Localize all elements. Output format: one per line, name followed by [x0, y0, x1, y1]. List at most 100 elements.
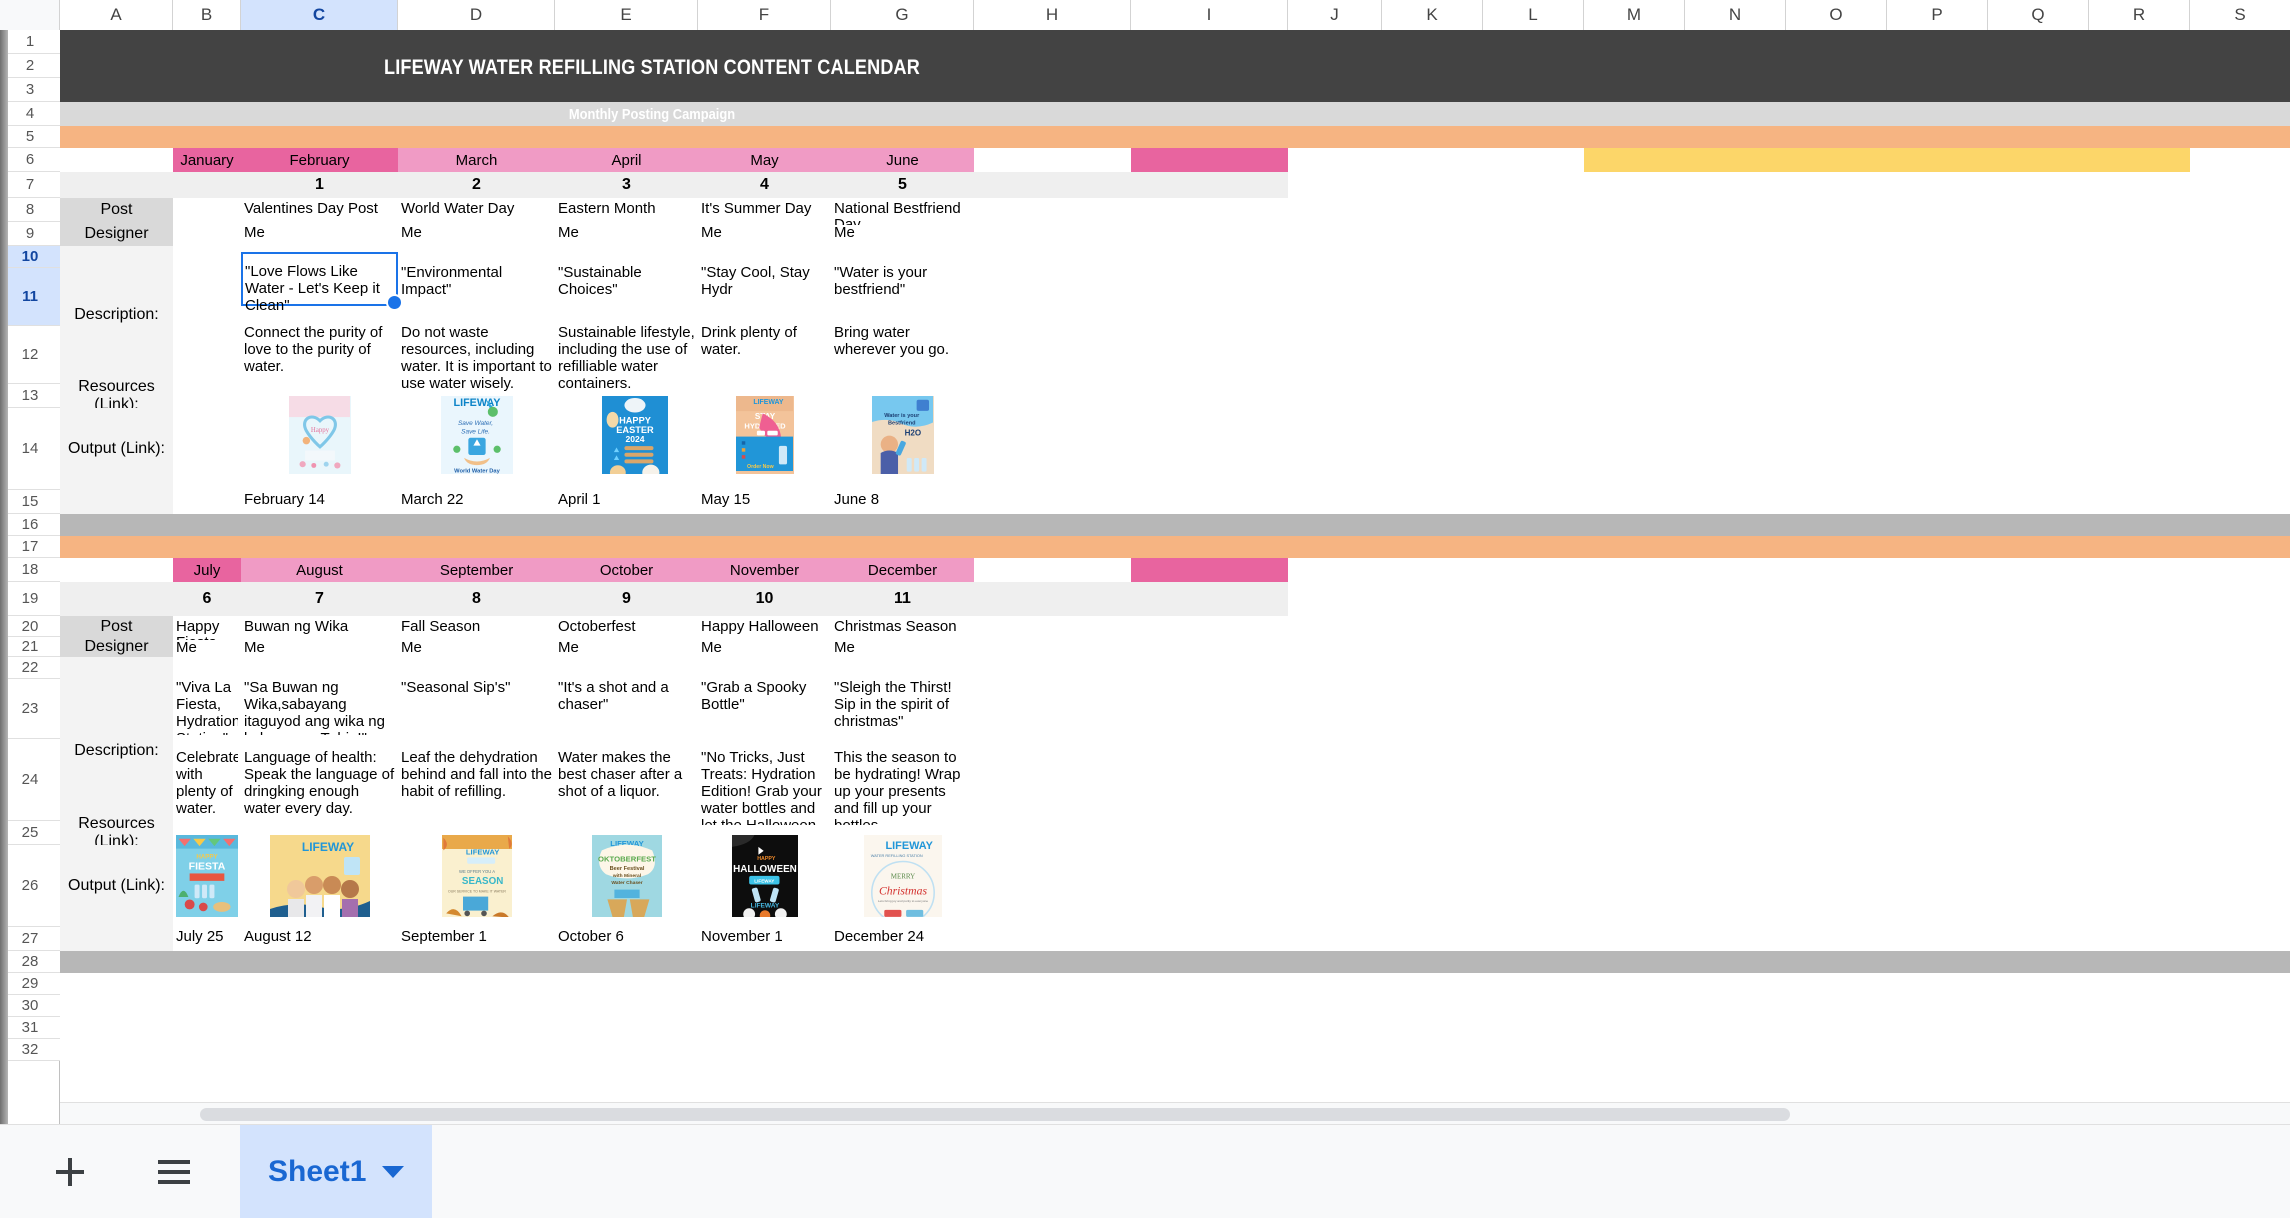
row-header-7[interactable]: 7: [0, 172, 60, 198]
row-header-32[interactable]: 32: [0, 1039, 60, 1061]
month-header-april[interactable]: April: [555, 148, 698, 172]
cell-description-11[interactable]: This the season to be hydrating! Wrap up…: [834, 749, 961, 825]
cell-designer-9[interactable]: Me: [558, 640, 579, 656]
cell-designer-2[interactable]: Me: [401, 225, 422, 241]
column-header-n[interactable]: N: [1685, 0, 1786, 30]
cell-caption-9[interactable]: "It's a shot and a chaser": [558, 679, 673, 713]
row-header-24[interactable]: 24: [0, 739, 60, 821]
cell-post-2[interactable]: World Water Day: [401, 201, 515, 217]
row-header-10[interactable]: 10: [0, 246, 60, 268]
column-header-k[interactable]: K: [1382, 0, 1483, 30]
column-header-p[interactable]: P: [1887, 0, 1988, 30]
sheet-canvas[interactable]: LIFEWAY WATER REFILLING STATION CONTENT …: [60, 30, 2290, 1124]
row-header-2[interactable]: 2: [0, 54, 60, 78]
cell-date-7[interactable]: August 12: [244, 929, 312, 945]
cell-caption-6[interactable]: "Viva La Fiesta, Hydration Station": [176, 679, 238, 735]
cell-caption-3[interactable]: "Sustainable Choices": [558, 264, 646, 298]
month-header-december[interactable]: December: [831, 558, 974, 582]
poster-thumbnail-8[interactable]: LIFEWAY WE OFFER YOU A SEASON OUR SERVICE T…: [441, 835, 512, 917]
cell-date-4[interactable]: May 15: [701, 492, 751, 508]
poster-thumbnail-6[interactable]: HAPPY FIESTA: [176, 835, 238, 917]
column-header-c[interactable]: C: [241, 0, 398, 30]
cell-designer-11[interactable]: Me: [834, 640, 855, 656]
poster-thumbnail-4[interactable]: LIFEWAYSTAYHYDRATEDOrder Now: [735, 396, 794, 474]
column-header-i[interactable]: I: [1131, 0, 1288, 30]
row-header-9[interactable]: 9: [0, 222, 60, 246]
cell-post-10[interactable]: Happy Halloween: [701, 619, 819, 635]
cell-post-6[interactable]: Happy Fiesta: [176, 619, 220, 640]
column-header-d[interactable]: D: [398, 0, 555, 30]
poster-thumbnail-9[interactable]: LIFEWAY OKTOBERFEST Beer Festival with Mine…: [591, 835, 662, 917]
all-sheets-button[interactable]: [140, 1138, 208, 1206]
cell-caption-7[interactable]: "Sa Buwan ng Wika,sabayang itaguyod ang …: [244, 679, 385, 735]
column-header-q[interactable]: Q: [1988, 0, 2089, 30]
row-header-8[interactable]: 8: [0, 198, 60, 222]
column-header-h[interactable]: H: [974, 0, 1131, 30]
row-header-12[interactable]: 12: [0, 326, 60, 384]
cell-description-10[interactable]: "No Tricks, Just Treats: Hydration Editi…: [701, 749, 822, 825]
cell-date-2[interactable]: March 22: [401, 492, 464, 508]
cell-date-8[interactable]: September 1: [401, 929, 487, 945]
row-header-5[interactable]: 5: [0, 126, 60, 148]
cell-post-4[interactable]: It's Summer Day: [701, 201, 812, 217]
month-header-october[interactable]: October: [555, 558, 698, 582]
horizontal-scrollbar-thumb[interactable]: [200, 1108, 1790, 1121]
row-header-18[interactable]: 18: [0, 558, 60, 582]
cell-date-1[interactable]: February 14: [244, 492, 325, 508]
column-header-b[interactable]: B: [173, 0, 241, 30]
month-header-march[interactable]: March: [398, 148, 555, 172]
column-header-l[interactable]: L: [1483, 0, 1584, 30]
row-header-19[interactable]: 19: [0, 582, 60, 616]
row-header-30[interactable]: 30: [0, 995, 60, 1017]
cell-description-3[interactable]: Sustainable lifestyle, including the use…: [558, 324, 695, 392]
column-header-e[interactable]: E: [555, 0, 698, 30]
cell-date-11[interactable]: December 24: [834, 929, 925, 945]
month-header-may[interactable]: May: [698, 148, 831, 172]
cell-post-1[interactable]: Valentines Day Post: [244, 201, 378, 217]
cell-designer-10[interactable]: Me: [701, 640, 722, 656]
row-header-27[interactable]: 27: [0, 927, 60, 951]
row-header-22[interactable]: 22: [0, 657, 60, 679]
column-header-f[interactable]: F: [698, 0, 831, 30]
cell-designer-3[interactable]: Me: [558, 225, 579, 241]
row-header-3[interactable]: 3: [0, 78, 60, 102]
cell-caption-4[interactable]: "Stay Cool, Stay Hydr: [701, 264, 814, 298]
cell-description-4[interactable]: Drink plenty of water.: [701, 324, 802, 358]
cell-date-10[interactable]: November 1: [701, 929, 783, 945]
month-header-july[interactable]: July: [173, 558, 241, 582]
column-header-a[interactable]: A: [60, 0, 173, 30]
month-header-september[interactable]: September: [398, 558, 555, 582]
cell-caption-5[interactable]: "Water is your bestfriend": [834, 264, 932, 298]
cell-description-8[interactable]: Leaf the dehydration behind and fall int…: [401, 749, 552, 800]
cell-description-7[interactable]: Language of health: Speak the language o…: [244, 749, 395, 817]
cell-post-5[interactable]: National Bestfriend Day: [834, 201, 965, 225]
row-header-20[interactable]: 20: [0, 616, 60, 637]
cell-post-11[interactable]: Christmas Season: [834, 619, 957, 635]
poster-thumbnail-11[interactable]: LIFEWAY WATER REFILLING STATION MERRY Chris…: [863, 835, 942, 917]
row-header-16[interactable]: 16: [0, 514, 60, 536]
column-header-r[interactable]: R: [2089, 0, 2190, 30]
row-header-14[interactable]: 14: [0, 408, 60, 490]
column-header-o[interactable]: O: [1786, 0, 1887, 30]
row-header-15[interactable]: 15: [0, 490, 60, 514]
cell-caption-11[interactable]: "Sleigh the Thirst! Sip in the spirit of…: [834, 679, 956, 730]
row-header-6[interactable]: 6: [0, 148, 60, 172]
month-header-february[interactable]: February: [241, 148, 398, 172]
cell-description-2[interactable]: Do not waste resources, including water.…: [401, 324, 552, 392]
cell-description-5[interactable]: Bring water wherever you go.: [834, 324, 950, 358]
row-header-11[interactable]: 11: [0, 268, 60, 326]
month-header-november[interactable]: November: [698, 558, 831, 582]
month-header-june[interactable]: June: [831, 148, 974, 172]
month-header-january[interactable]: January: [173, 148, 241, 172]
cell-caption-10[interactable]: "Grab a Spooky Bottle": [701, 679, 811, 713]
row-header-23[interactable]: 23: [0, 679, 60, 739]
cell-date-9[interactable]: October 6: [558, 929, 624, 945]
cell-date-3[interactable]: April 1: [558, 492, 601, 508]
cell-caption-2[interactable]: "Environmental Impact": [401, 264, 507, 298]
column-header-g[interactable]: G: [831, 0, 974, 30]
poster-thumbnail-2[interactable]: LIFEWAY Save Water, Save Life. World Water …: [440, 396, 513, 474]
cell-designer-5[interactable]: Me: [834, 225, 855, 241]
add-sheet-button[interactable]: [36, 1138, 104, 1206]
row-header-17[interactable]: 17: [0, 536, 60, 558]
row-header-25[interactable]: 25: [0, 821, 60, 845]
